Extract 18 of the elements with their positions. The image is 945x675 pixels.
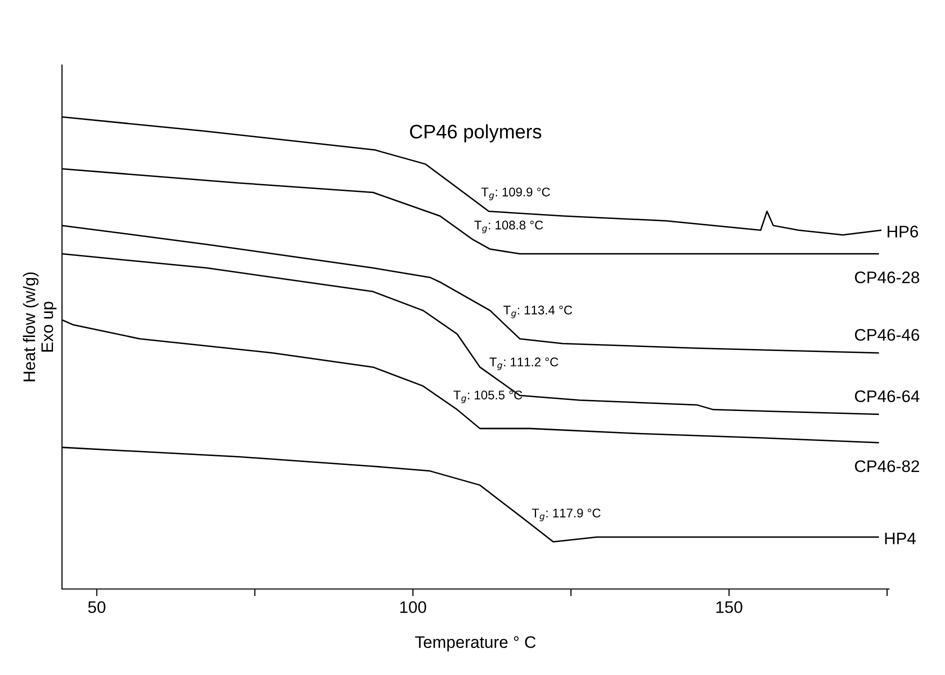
series-label: CP46-64: [854, 390, 920, 402]
series-label: CP46-82: [854, 460, 920, 472]
x-axis-title: Temperature ° C: [415, 636, 536, 652]
x-tick-label: 100: [400, 601, 426, 614]
annotation: T$_{g}$: 105.5 °C: [454, 390, 522, 404]
y-axis-title: Heat flow (w/g) Exo up: [22, 272, 56, 382]
annotation: T$_{g}$: 113.4 °C: [503, 306, 572, 318]
annotation: T$_{g}$: 111.2 °C: [490, 358, 558, 370]
series-label: HP6: [888, 226, 918, 238]
series-label: HP4: [885, 532, 916, 544]
series-label: CP46-46: [854, 328, 920, 341]
chart-title: CP46 polymers: [410, 124, 542, 142]
x-tick-label: 50: [88, 601, 106, 614]
annotation: T$_{g}$: 108.8 °C: [474, 220, 543, 234]
x-tick-label: 150: [716, 601, 742, 614]
annotation: T$_{g}$: 117.9 °C: [532, 508, 601, 522]
series-label: CP46-28: [854, 272, 920, 284]
annotation: T$_{g}$: 109.9 °C: [481, 188, 550, 200]
